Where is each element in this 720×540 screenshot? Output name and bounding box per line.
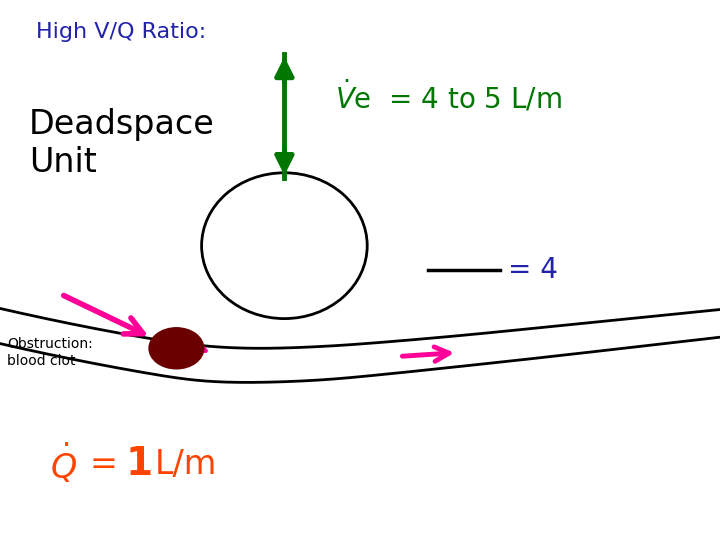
- Text: L/m: L/m: [155, 448, 217, 481]
- Text: Deadspace
Unit: Deadspace Unit: [29, 108, 215, 179]
- Text: $\dot{Q}$: $\dot{Q}$: [50, 442, 77, 487]
- Circle shape: [149, 328, 204, 369]
- Text: = 4: = 4: [508, 256, 557, 284]
- Text: High V/Q Ratio:: High V/Q Ratio:: [36, 22, 206, 42]
- Text: Obstruction:
blood clot: Obstruction: blood clot: [7, 338, 93, 368]
- Text: $\dot{V}$e  = 4 to 5 L/m: $\dot{V}$e = 4 to 5 L/m: [335, 79, 562, 115]
- Text: 1: 1: [126, 446, 153, 483]
- Text: =: =: [90, 448, 128, 481]
